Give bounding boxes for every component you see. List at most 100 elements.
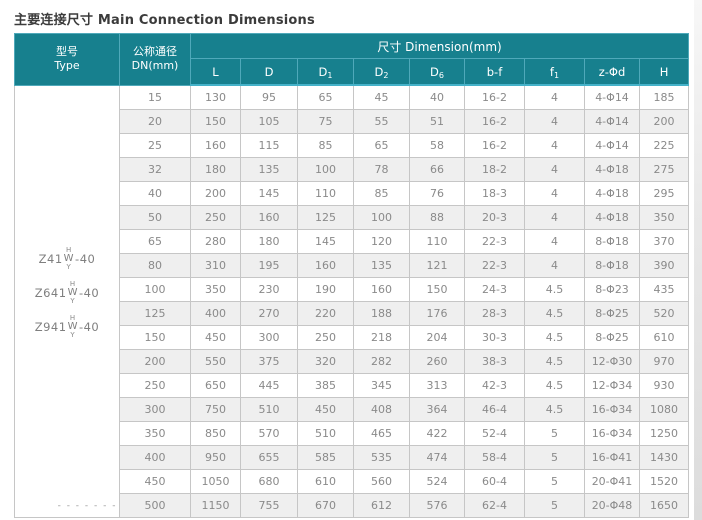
dim-cell: 5 xyxy=(524,493,585,518)
dim-cell: 8-Φ18 xyxy=(584,229,640,254)
dim-cell: 510 xyxy=(297,421,354,446)
dim-cell: 55 xyxy=(353,109,410,134)
dim-cell: 38-3 xyxy=(464,349,525,374)
type-model-label: Z941 H W Y -40 xyxy=(15,315,119,339)
dim-cell: 12-Φ30 xyxy=(584,349,640,374)
table-row: 300 750 510 450 408 364 46-4 4.5 16-Φ34 1080 xyxy=(15,397,690,422)
dim-cell: 5 xyxy=(524,421,585,446)
table-row: 200 550 375 320 282 260 38-3 4.5 12-Φ30 970 xyxy=(15,349,690,374)
dim-cell: 310 xyxy=(190,253,241,278)
dim-cell: 1520 xyxy=(638,469,690,494)
dn-cell: 65 xyxy=(119,229,191,254)
model-prefix: Z41 xyxy=(38,252,63,267)
dim-cell: 445 xyxy=(240,373,298,398)
table-row: 50 250 160 125 100 88 20-3 4 4-Φ18 350 xyxy=(15,205,690,230)
dim-cell: 16-2 xyxy=(464,109,525,134)
dim-cell: 1650 xyxy=(638,493,690,518)
dim-cell: 510 xyxy=(240,397,298,422)
dn-cell: 15 xyxy=(119,84,191,110)
model-seal-mid: W xyxy=(63,253,75,265)
dn-cell: 125 xyxy=(119,301,191,326)
dim-col-base: b-f xyxy=(486,64,503,79)
dim-cell: 176 xyxy=(409,301,465,326)
dim-cell: 585 xyxy=(297,445,354,470)
dim-cell: 150 xyxy=(190,109,241,134)
dim-cell: 570 xyxy=(240,421,298,446)
dim-cell: 450 xyxy=(190,325,241,350)
model-seal-top: H xyxy=(69,314,76,323)
dim-cell: 95 xyxy=(240,84,298,110)
dim-cell: 576 xyxy=(409,493,465,518)
table-row: 65 280 180 145 120 110 22-3 4 8-Φ18 370 xyxy=(15,229,690,254)
table-row: 150 450 300 250 218 204 30-3 4.5 8-Φ25 610 xyxy=(15,325,690,350)
dn-cell: 250 xyxy=(119,373,191,398)
dim-cell: 1430 xyxy=(638,445,690,470)
type-header-en: Type xyxy=(54,59,80,73)
table-row: 400 950 655 585 535 474 58-4 5 16-Φ41 1430 xyxy=(15,445,690,470)
dim-cell: 275 xyxy=(638,157,690,182)
model-seal-top: H xyxy=(65,246,72,255)
type-footer-dashes: - - - - - - - xyxy=(57,501,117,511)
dim-cell: 4-Φ14 xyxy=(584,133,640,158)
dim-cell: 535 xyxy=(353,445,410,470)
dim-cell: 670 xyxy=(297,493,354,518)
model-seal-mid: W xyxy=(67,287,78,299)
dim-col-base: D xyxy=(318,64,328,79)
dim-cell: 450 xyxy=(297,397,354,422)
dim-cell: 58-4 xyxy=(464,445,525,470)
dim-cell: 18-2 xyxy=(464,157,525,182)
dim-cell: 42-3 xyxy=(464,373,525,398)
dim-cell: 370 xyxy=(638,229,690,254)
table-body: Z41 H W Y -40 Z641 H W Y -40 Z941 H W Y -40 - - - - - -… xyxy=(14,84,690,518)
dim-cell: 20-Φ48 xyxy=(584,493,640,518)
dim-cell: 390 xyxy=(638,253,690,278)
column-header-dn: 公称通径 DN(mm) xyxy=(119,33,191,86)
dim-cell: 4-Φ18 xyxy=(584,205,640,230)
dim-cell: 85 xyxy=(297,133,354,158)
dim-cell: 435 xyxy=(638,277,690,302)
dn-cell: 450 xyxy=(119,469,191,494)
dim-cell: 260 xyxy=(409,349,465,374)
dim-cell: 1080 xyxy=(638,397,690,422)
page-edge-shade xyxy=(694,0,702,520)
column-header-d6: D6 xyxy=(409,58,465,86)
dim-cell: 612 xyxy=(353,493,410,518)
table-row: 500 1150 755 670 612 576 62-4 5 20-Φ48 1650 xyxy=(15,493,690,518)
dim-cell: 16-Φ41 xyxy=(584,445,640,470)
column-header-d1: D1 xyxy=(297,58,354,86)
dim-cell: 4 xyxy=(524,181,585,206)
dim-cell: 300 xyxy=(240,325,298,350)
table-row: 40 200 145 110 85 76 18-3 4 4-Φ18 295 xyxy=(15,181,690,206)
model-suffix: -40 xyxy=(78,320,100,335)
dn-cell: 80 xyxy=(119,253,191,278)
dim-cell: 5 xyxy=(524,469,585,494)
dn-cell: 350 xyxy=(119,421,191,446)
dim-cell: 970 xyxy=(638,349,690,374)
dim-cell: 610 xyxy=(297,469,354,494)
dim-cell: 110 xyxy=(409,229,465,254)
column-header-zd: z-Φd xyxy=(584,58,640,86)
dim-cell: 125 xyxy=(297,205,354,230)
dim-cell: 610 xyxy=(638,325,690,350)
dim-cell: 145 xyxy=(240,181,298,206)
dim-cell: 4.5 xyxy=(524,301,585,326)
dim-cell: 524 xyxy=(409,469,465,494)
dn-header-en: DN(mm) xyxy=(131,59,179,73)
dim-cell: 120 xyxy=(353,229,410,254)
dim-cell: 121 xyxy=(409,253,465,278)
dim-col-subscript: 1 xyxy=(327,70,333,80)
table-row: 350 850 570 510 465 422 52-4 5 16-Φ34 1250 xyxy=(15,421,690,446)
dim-cell: 313 xyxy=(409,373,465,398)
dn-cell: 20 xyxy=(119,109,191,134)
type-models-group: Z41 H W Y -40 Z641 H W Y -40 Z941 H W Y -40 xyxy=(15,242,119,360)
dim-cell: 4 xyxy=(524,84,585,110)
dim-cell: 180 xyxy=(190,157,241,182)
table-row: 32 180 135 100 78 66 18-2 4 4-Φ18 275 xyxy=(15,157,690,182)
dim-cell: 76 xyxy=(409,181,465,206)
dim-cell: 100 xyxy=(297,157,354,182)
dim-cell: 230 xyxy=(240,277,298,302)
dim-cell: 62-4 xyxy=(464,493,525,518)
dim-cell: 105 xyxy=(240,109,298,134)
dim-cell: 5 xyxy=(524,445,585,470)
